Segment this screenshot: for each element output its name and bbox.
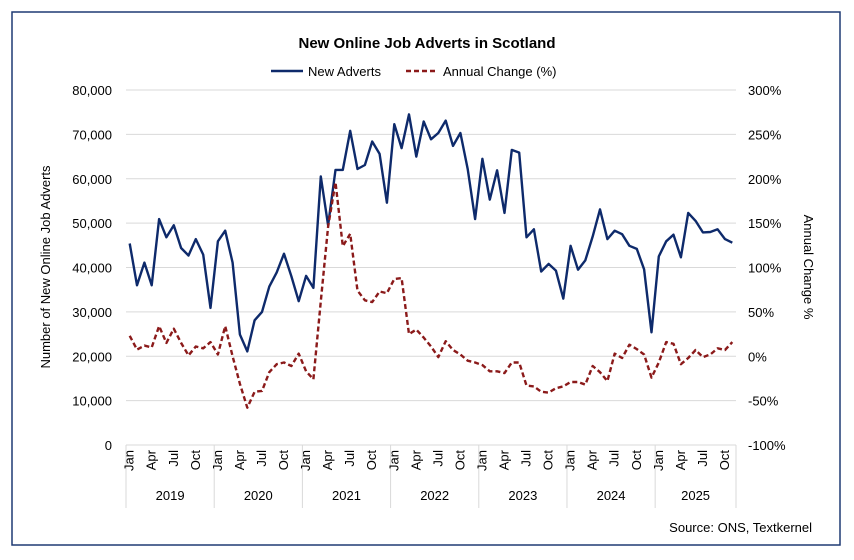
x-tick-label: Apr (408, 449, 423, 470)
chart-title: New Online Job Adverts in Scotland (299, 35, 556, 52)
y2-tick-label: 100% (748, 261, 782, 276)
x-tick-label: Jul (519, 450, 534, 467)
x-tick-label: Jan (210, 450, 225, 471)
x-tick-label: Apr (144, 449, 159, 470)
x-tick-label: Apr (673, 449, 688, 470)
year-label: 2021 (332, 488, 361, 503)
x-tick-label: Jan (386, 450, 401, 471)
year-label: 2024 (597, 488, 626, 503)
x-tick-label: Oct (541, 450, 556, 471)
y-tick-label: 80,000 (72, 83, 112, 98)
x-tick-label: Jul (342, 450, 357, 467)
x-tick-label: Jan (563, 450, 578, 471)
y-tick-label: 0 (105, 438, 112, 453)
y2-tick-label: 250% (748, 127, 782, 142)
x-tick-label: Oct (276, 450, 291, 471)
year-label: 2022 (420, 488, 449, 503)
legend: New Adverts Annual Change (%) (271, 64, 556, 79)
series-line-annual-change (128, 181, 734, 409)
y2-tick-label: 50% (748, 305, 774, 320)
x-tick-label: Oct (717, 450, 732, 471)
source-note: Source: ONS, Textkernel (669, 520, 812, 535)
y-tick-label: 20,000 (72, 349, 112, 364)
x-tick-label: Jul (166, 450, 181, 467)
x-tick-label: Jul (254, 450, 269, 467)
y2-tick-label: 200% (748, 172, 782, 187)
y-tick-label: 40,000 (72, 261, 112, 276)
x-tick-label: Apr (496, 449, 511, 470)
y-axis-title: Number of New Online Job Adverts (38, 165, 53, 369)
x-tick-label: Apr (585, 449, 600, 470)
y2-tick-label: 300% (748, 83, 782, 98)
y-tick-label: 70,000 (72, 127, 112, 142)
x-tick-label: Jul (430, 450, 445, 467)
x-tick-label: Apr (232, 449, 247, 470)
y2-tick-label: -50% (748, 394, 779, 409)
x-tick-label: Jan (474, 450, 489, 471)
x-tick-label: Jul (695, 450, 710, 467)
x-tick-label: Oct (452, 450, 467, 471)
y-tick-label: 30,000 (72, 305, 112, 320)
x-tick-label: Oct (364, 450, 379, 471)
year-label: 2023 (508, 488, 537, 503)
x-tick-label: Apr (320, 449, 335, 470)
year-label: 2020 (244, 488, 273, 503)
x-tick-label: Jan (298, 450, 313, 471)
year-label: 2019 (156, 488, 185, 503)
series-line-new-adverts (128, 113, 733, 353)
y2-tick-label: -100% (748, 438, 786, 453)
x-tick-label: Jul (607, 450, 622, 467)
x-tick-label: Jan (122, 450, 137, 471)
y2-tick-label: 0% (748, 349, 767, 364)
y2-axis-title: Annual Change % (801, 215, 816, 320)
x-tick-label: Oct (629, 450, 644, 471)
legend-label-annual-change: Annual Change (%) (443, 64, 556, 79)
x-tick-label: Oct (188, 450, 203, 471)
y2-tick-label: 150% (748, 216, 782, 231)
legend-label-new-adverts: New Adverts (308, 64, 381, 79)
x-tick-label: Jan (651, 450, 666, 471)
y-tick-label: 50,000 (72, 216, 112, 231)
y-tick-label: 10,000 (72, 394, 112, 409)
year-label: 2025 (681, 488, 710, 503)
y-tick-label: 60,000 (72, 172, 112, 187)
